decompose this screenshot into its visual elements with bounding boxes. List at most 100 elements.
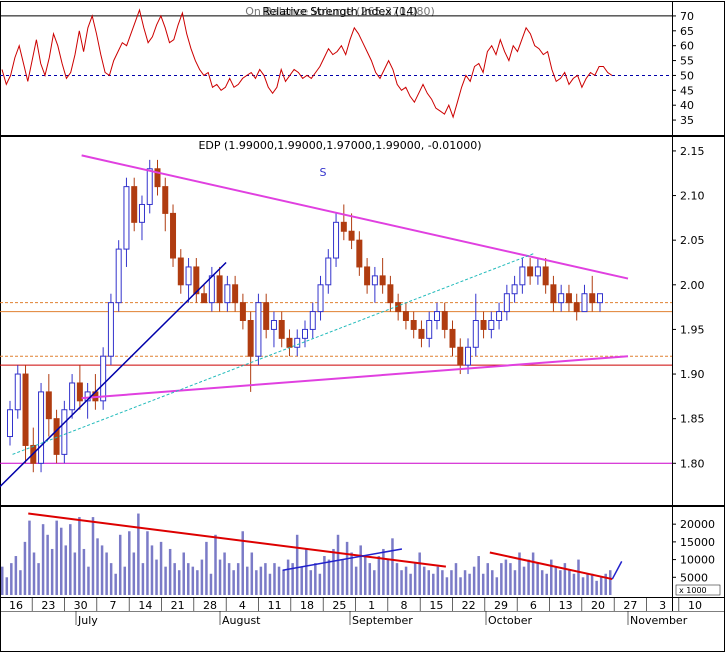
date-tick-label: 30	[74, 599, 88, 612]
date-tick-label: 23	[41, 599, 55, 612]
candle-body	[465, 346, 472, 366]
candle-body	[247, 320, 254, 357]
candle-body	[45, 391, 52, 420]
rsi-panel-frame	[0, 1, 725, 136]
volume-bar	[200, 559, 204, 595]
date-tick-label: 4	[239, 599, 246, 612]
volume-bar	[268, 573, 272, 595]
volume-bar	[118, 534, 122, 595]
price-y-tick-label: 2.05	[680, 234, 705, 247]
volume-bar	[345, 541, 349, 595]
candle-body	[333, 221, 340, 259]
volume-bar	[395, 563, 399, 595]
candle-body	[317, 284, 324, 313]
volume-bar	[404, 566, 408, 595]
candle-body	[270, 320, 277, 330]
volume-bar	[463, 570, 467, 595]
volume-bar	[214, 534, 217, 595]
candle-body	[589, 293, 596, 304]
volume-bar	[527, 559, 530, 595]
volume-bar	[96, 538, 99, 595]
rsi-y-tick-label: 70	[680, 10, 694, 23]
price-y-tick-label: 1.85	[680, 413, 705, 426]
volume-bar	[277, 566, 281, 595]
volume-bar	[441, 570, 444, 595]
candle-body	[123, 186, 130, 250]
candle-body	[325, 257, 332, 286]
month-label: September	[352, 614, 413, 627]
volume-bar	[59, 527, 63, 595]
volume-bar	[173, 563, 176, 595]
volume-trend-line	[28, 512, 447, 568]
volume-bar	[413, 563, 417, 595]
volume-bar	[481, 573, 485, 595]
volume-bar	[354, 566, 358, 595]
candle-body	[224, 284, 231, 304]
volume-bar	[382, 548, 385, 595]
candle-body	[565, 293, 572, 304]
candle-body	[208, 275, 215, 304]
volume-bar	[177, 570, 181, 595]
volume-bar	[295, 534, 299, 595]
candle-body	[115, 248, 122, 304]
price-trend-line	[12, 253, 534, 455]
rsi-y-tick-label: 50	[680, 69, 694, 82]
volume-bar	[273, 563, 276, 595]
volume-bar	[37, 563, 40, 595]
candle-body	[154, 168, 161, 188]
candle-body	[177, 257, 184, 286]
volume-bar	[232, 570, 235, 595]
volume-bar	[246, 566, 249, 595]
volume-bar	[418, 552, 421, 595]
candle-body	[138, 203, 145, 223]
candle-body	[53, 418, 60, 455]
obv-title: On Balance Volume (265,370,080)	[245, 5, 434, 18]
volume-trend-line	[282, 548, 403, 571]
candle-body	[371, 275, 378, 286]
volume-bar	[359, 545, 362, 595]
volume-bar	[436, 566, 440, 595]
volume-bar	[114, 573, 117, 595]
volume-bar	[450, 570, 453, 595]
price-y-tick-label: 1.80	[680, 457, 705, 470]
candle-body	[294, 337, 301, 348]
candle-body	[340, 221, 347, 232]
volume-bar	[422, 566, 426, 595]
volume-bar	[314, 563, 317, 595]
month-label: July	[77, 614, 98, 627]
candle-body	[449, 328, 456, 348]
volume-bar	[300, 566, 303, 595]
volume-bar	[14, 556, 18, 595]
volume-bar	[495, 577, 499, 595]
volume-bar	[87, 566, 90, 595]
volume-bar	[604, 573, 607, 595]
volume-bar	[427, 570, 431, 595]
candle-body	[348, 230, 355, 241]
volume-bar	[559, 570, 562, 595]
candle-body	[488, 320, 495, 330]
vol-panel-frame	[0, 506, 725, 598]
price-trend-line	[0, 261, 227, 488]
candle-body	[69, 382, 76, 411]
volume-bar	[459, 577, 462, 595]
candle-body	[278, 320, 285, 339]
volume-y-tick-label: 20000	[680, 518, 715, 531]
volume-bar	[391, 538, 394, 595]
volume-bar	[55, 520, 58, 595]
date-tick-label: 20	[591, 599, 605, 612]
volume-bar	[323, 556, 326, 595]
candle-body	[232, 284, 239, 304]
volume-y-tick-label: 15000	[680, 536, 715, 549]
volume-bar	[100, 545, 104, 595]
candle-body	[426, 320, 433, 339]
date-tick-label: 25	[332, 599, 346, 612]
candle-body	[402, 311, 409, 322]
month-label: November	[630, 614, 688, 627]
volume-scale-label: x 1000	[679, 586, 707, 595]
volume-bar	[73, 552, 77, 595]
volume-bar	[155, 559, 158, 595]
volume-bar	[286, 559, 290, 595]
volume-bar	[109, 563, 113, 595]
volume-bar	[305, 548, 308, 595]
candle-body	[573, 302, 580, 313]
